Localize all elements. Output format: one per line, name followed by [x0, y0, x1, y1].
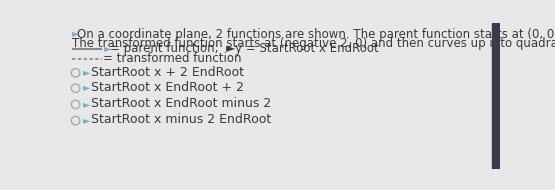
Text: = transformed function: = transformed function: [103, 52, 242, 65]
Text: ►: ►: [83, 99, 91, 109]
Text: StartRoot x EndRoot + 2: StartRoot x EndRoot + 2: [91, 81, 244, 94]
Text: On a coordinate plane, 2 functions are shown. The parent function starts at (0, : On a coordinate plane, 2 functions are s…: [77, 28, 555, 41]
Text: = parent function;  ►y = StartRoot x EndRoot: = parent function; ►y = StartRoot x EndR…: [110, 42, 379, 55]
Text: ►: ►: [83, 115, 91, 125]
Text: ►: ►: [103, 43, 111, 53]
Text: ►: ►: [83, 82, 91, 93]
Text: StartRoot x minus 2 EndRoot: StartRoot x minus 2 EndRoot: [91, 113, 271, 126]
Bar: [492, 23, 500, 169]
Text: The transformed function starts at (negative 2, 0) and then curves up into quadr: The transformed function starts at (nega…: [72, 37, 555, 50]
Text: ►: ►: [72, 28, 79, 38]
Text: StartRoot x + 2 EndRoot: StartRoot x + 2 EndRoot: [91, 66, 244, 79]
Text: ►: ►: [83, 67, 91, 77]
Text: StartRoot x EndRoot minus 2: StartRoot x EndRoot minus 2: [91, 97, 271, 110]
